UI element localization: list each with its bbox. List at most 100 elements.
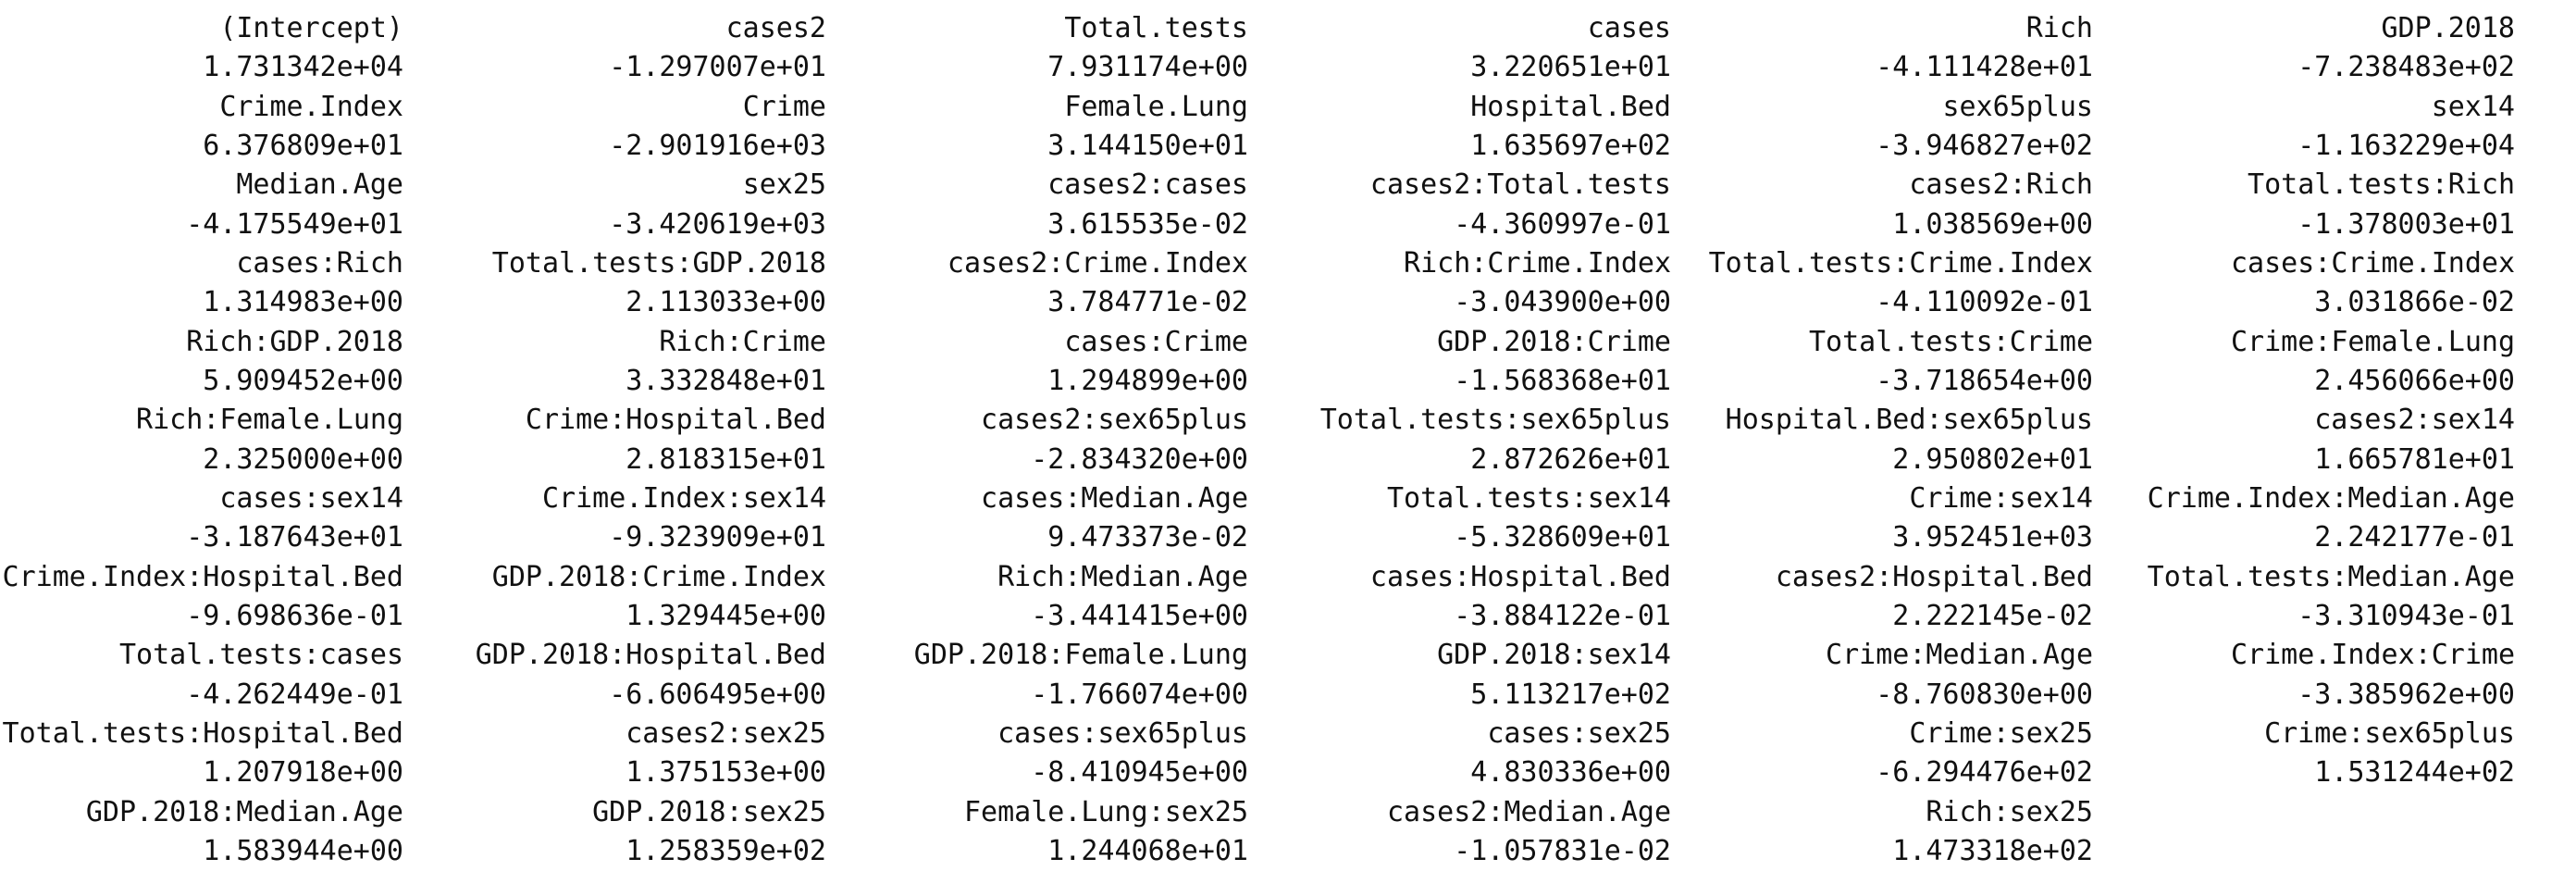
coefficient-name: Rich:Female.Lung: [136, 404, 403, 437]
coefficient-value: 3.220651e+01: [1470, 51, 1671, 84]
coefficient-value: -3.946827e+02: [1876, 129, 2093, 162]
coefficient-value: 2.222145e-02: [1892, 599, 2093, 632]
coefficient-name: GDP.2018:Crime: [1437, 325, 1671, 358]
coefficient-value: -9.323909e+01: [609, 521, 826, 554]
coefficient-value: -3.187643e+01: [186, 521, 403, 554]
coefficient-value: -6.294476e+02: [1876, 756, 2093, 790]
coefficient-name: Crime:sex14: [1909, 481, 2093, 515]
coefficient-names-row: Rich:Female.Lung Crime:Hospital.Bed cases2…: [0, 401, 2576, 440]
coefficient-name: cases:sex14: [219, 481, 403, 515]
coefficient-name: Total.tests:Crime.Index: [1708, 246, 2093, 280]
coefficient-name: Total.tests:sex14: [1386, 481, 1671, 515]
coefficient-value: 1.375153e+00: [625, 756, 826, 790]
coefficient-name: cases2:sex25: [625, 716, 826, 750]
coefficient-names-row: (Intercept) cases2 Total.tests cases Rich GDP…: [0, 9, 2576, 48]
coefficient-name: cases:Median.Age: [981, 481, 1248, 515]
coefficient-name: Total.tests: [1064, 12, 1248, 44]
coefficient-name: Crime:Hospital.Bed: [525, 404, 826, 437]
coefficient-name: Rich:GDP.2018: [186, 325, 403, 358]
coefficient-name: cases2:sex14: [2314, 404, 2515, 437]
coefficient-names-row: Rich:GDP.2018 Rich:Crime cases:Crime GDP.20…: [0, 323, 2576, 362]
coefficient-name: cases2:Median.Age: [1386, 795, 1671, 828]
coefficient-value: -2.901916e+03: [609, 129, 826, 162]
coefficient-names-row: cases:Rich Total.tests:GDP.2018 cases2:Cri…: [0, 244, 2576, 283]
coefficient-names-row: GDP.2018:Median.Age GDP.2018:sex25 Female.…: [0, 793, 2576, 832]
coefficient-values-row: 6.376809e+01 -2.901916e+03 3.144150e+01 1.6…: [0, 127, 2576, 166]
coefficient-name: Crime.Index:Median.Age: [2147, 481, 2515, 515]
coefficient-names-row: Total.tests:Hospital.Bed cases2:sex25 case…: [0, 715, 2576, 753]
coefficient-name: Total.tests:GDP.2018: [491, 246, 826, 280]
coefficient-value: 1.473318e+02: [1892, 834, 2093, 867]
coefficient-value: -4.111428e+01: [1876, 51, 2093, 84]
coefficient-values-row: -4.175549e+01 -3.420619e+03 3.615535e-02 -4…: [0, 205, 2576, 244]
coefficient-value: 3.332848e+01: [625, 364, 826, 397]
coefficient-value: -3.043900e+00: [1454, 286, 1671, 319]
coefficient-value: -3.310943e-01: [2297, 599, 2515, 632]
coefficient-value: [2093, 832, 2515, 871]
coefficient-name: cases2:Crime.Index: [947, 246, 1248, 280]
coefficient-value: -1.163229e+04: [2297, 129, 2515, 162]
coefficient-value: -3.420619e+03: [609, 207, 826, 241]
coefficient-value: 1.329445e+00: [625, 599, 826, 632]
coefficient-value: -3.385962e+00: [2297, 678, 2515, 711]
coefficient-name: (Intercept): [219, 12, 403, 44]
coefficient-name: Crime.Index: [219, 90, 403, 123]
coefficient-values-row: -9.698636e-01 1.329445e+00 -3.441415e+00 -3…: [0, 597, 2576, 636]
coefficient-value: 1.665781e+01: [2314, 442, 2515, 476]
coefficient-values-row: 2.325000e+00 2.818315e+01 -2.834320e+00 2.8…: [0, 441, 2576, 479]
coefficient-name: Rich: [2025, 12, 2093, 44]
coefficient-value: 2.456066e+00: [2314, 364, 2515, 397]
coefficient-values-row: -3.187643e+01 -9.323909e+01 9.473373e-02 -5…: [0, 518, 2576, 557]
coefficient-values-row: 5.909452e+00 3.332848e+01 1.294899e+00 -1.5…: [0, 362, 2576, 401]
coefficient-name: cases: [1587, 12, 1671, 44]
coefficient-name: Crime: [742, 90, 826, 123]
coefficient-value: 5.113217e+02: [1470, 678, 1671, 711]
coefficient-values-row: -4.262449e-01 -6.606495e+00 -1.766074e+00 5…: [0, 676, 2576, 715]
coefficient-value: 9.473373e-02: [1047, 521, 1248, 554]
r-console-output: (Intercept) cases2 Total.tests cases Rich GDP…: [0, 9, 2576, 871]
coefficient-value: -6.606495e+00: [609, 678, 826, 711]
coefficient-value: 3.615535e-02: [1047, 207, 1248, 241]
coefficient-name: cases:Crime: [1064, 325, 1248, 358]
coefficient-name: Rich:Crime.Index: [1404, 246, 1671, 280]
coefficient-name: GDP.2018: [2381, 12, 2516, 44]
coefficient-value: 2.242177e-01: [2314, 521, 2515, 554]
coefficient-values-row: 1.583944e+00 1.258359e+02 1.244068e+01 -1.0…: [0, 832, 2576, 871]
coefficient-value: -1.766074e+00: [1031, 678, 1248, 711]
coefficient-values-row: 1.731342e+04 -1.297007e+01 7.931174e+00 3.2…: [0, 48, 2576, 87]
coefficient-value: -2.834320e+00: [1031, 442, 1248, 476]
coefficient-value: 2.872626e+01: [1470, 442, 1671, 476]
coefficient-name: Crime:Female.Lung: [2230, 325, 2515, 358]
coefficient-value: 1.038569e+00: [1892, 207, 2093, 241]
coefficient-name: cases:Crime.Index: [2230, 246, 2515, 280]
coefficient-values-row: 1.314983e+00 2.113033e+00 3.784771e-02 -3.0…: [0, 283, 2576, 322]
coefficient-name: sex14: [2431, 90, 2515, 123]
coefficient-name: Female.Lung: [1064, 90, 1248, 123]
coefficient-value: 1.531244e+02: [2314, 756, 2515, 790]
coefficient-value: 2.113033e+00: [625, 286, 826, 319]
coefficient-name: cases:sex65plus: [997, 716, 1248, 750]
coefficient-value: 1.258359e+02: [625, 834, 826, 867]
coefficient-name: GDP.2018:sex25: [592, 795, 826, 828]
coefficient-name: GDP.2018:Median.Age: [85, 795, 403, 828]
coefficient-value: -1.568368e+01: [1454, 364, 1671, 397]
coefficient-name: Hospital.Bed: [1470, 90, 1671, 123]
coefficient-name: cases:sex25: [1487, 716, 1671, 750]
coefficient-name: GDP.2018:Crime.Index: [491, 560, 826, 593]
coefficient-value: -1.378003e+01: [2297, 207, 2515, 241]
coefficient-value: -8.410945e+00: [1031, 756, 1248, 790]
coefficient-value: -4.175549e+01: [186, 207, 403, 241]
coefficient-name: Rich:Median.Age: [997, 560, 1248, 593]
coefficient-value: -5.328609e+01: [1454, 521, 1671, 554]
coefficient-name: Crime:sex65plus: [2264, 716, 2515, 750]
coefficient-name: Female.Lung:sex25: [963, 795, 1248, 828]
coefficient-value: 2.325000e+00: [203, 442, 403, 476]
coefficient-value: 6.376809e+01: [203, 129, 403, 162]
coefficient-value: 1.207918e+00: [203, 756, 403, 790]
coefficient-value: 1.294899e+00: [1047, 364, 1248, 397]
coefficient-name: Crime.Index:Hospital.Bed: [2, 560, 403, 593]
coefficient-name: Total.tests:Hospital.Bed: [2, 716, 403, 750]
coefficient-value: 1.314983e+00: [203, 286, 403, 319]
coefficient-name: Crime:sex25: [1909, 716, 2093, 750]
coefficient-names-row: Total.tests:cases GDP.2018:Hospital.Bed GD…: [0, 636, 2576, 675]
